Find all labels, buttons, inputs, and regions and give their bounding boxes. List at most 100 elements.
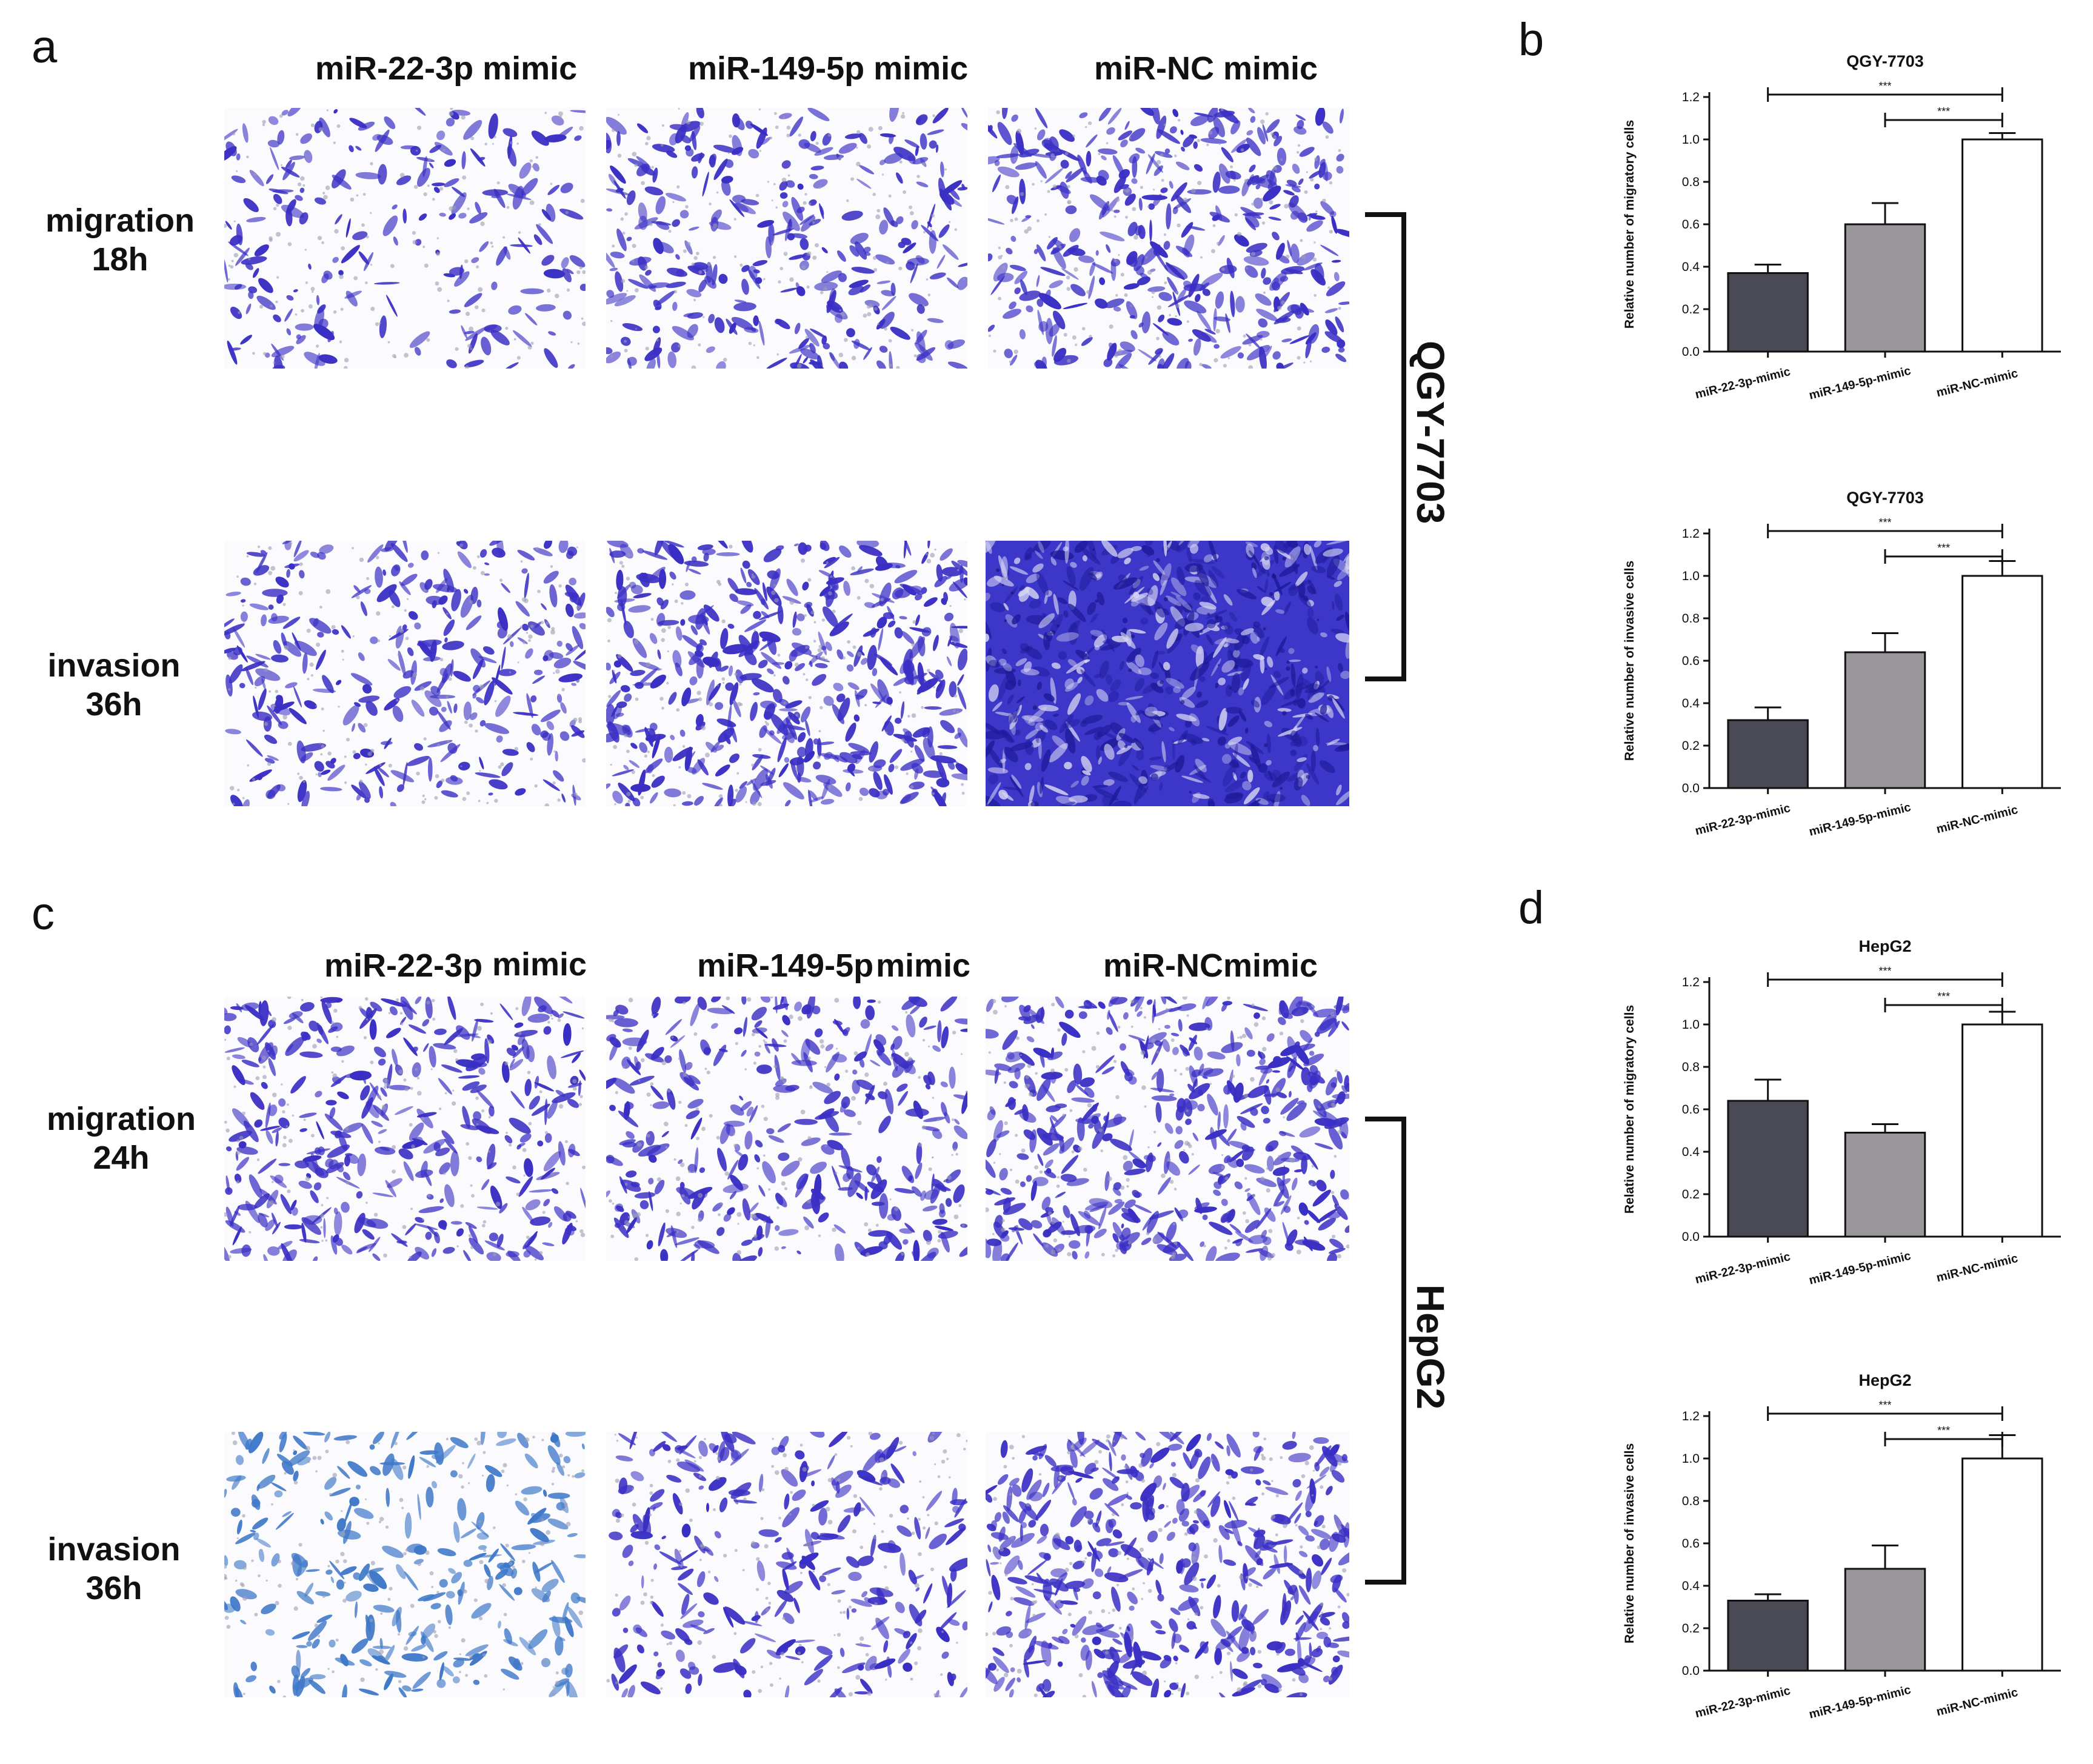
micrograph-texture — [986, 1432, 1349, 1697]
row-label-migration-top: migration 18h — [29, 201, 211, 279]
micrograph-texture — [986, 997, 1349, 1261]
bar — [1961, 1023, 2043, 1238]
micrograph-qgy-migration-mirnc — [988, 108, 1349, 369]
cell-line-label-qgy: QGY-7703 — [1409, 341, 1452, 524]
micrograph-texture — [606, 1432, 967, 1697]
significance-label: *** — [1937, 1425, 1950, 1437]
y-tick-label: 0.0 — [1682, 345, 1700, 359]
micrograph-texture — [224, 1432, 586, 1697]
significance-label: *** — [1878, 1399, 1891, 1411]
x-tick-label: miR-NC-mimic — [1935, 803, 2019, 837]
row-label-line1: migration — [45, 202, 195, 239]
chart-qgy-invasion: QGY-7703 Relative number of invasive cell… — [1623, 489, 2061, 839]
x-tick-label: miR-NC-mimic — [1935, 1252, 2019, 1285]
row-label-line2: 36h — [85, 686, 142, 723]
row-label-line2: 24h — [93, 1140, 150, 1176]
micrograph-hepg2-invasion-mir22 — [224, 1432, 586, 1697]
bar — [1844, 223, 1926, 353]
bracket-hepg2 — [1365, 1117, 1406, 1585]
y-tick-label: 0.4 — [1682, 697, 1700, 710]
y-tick-label: 1.0 — [1682, 569, 1700, 583]
y-axis-label: Relative number of migratory cells — [1623, 1005, 1637, 1214]
significance-label: *** — [1878, 516, 1891, 529]
y-tick-label: 0.2 — [1682, 739, 1700, 753]
panel-letter-b: b — [1518, 14, 1544, 65]
micrograph-texture — [606, 108, 967, 369]
y-axis-label: Relative number of invasive cells — [1623, 561, 1637, 761]
y-tick-label: 0.0 — [1682, 1664, 1700, 1678]
bar — [1961, 138, 2043, 353]
significance-label: *** — [1937, 105, 1950, 118]
x-tick-label: miR-149-5p-mimic — [1808, 364, 1912, 403]
row-label-line2: 18h — [92, 241, 149, 278]
panel-letter-a: a — [32, 21, 58, 73]
bar — [1727, 1100, 1809, 1238]
y-tick-label: 1.2 — [1682, 527, 1700, 541]
micrograph-hepg2-invasion-mir149 — [606, 1432, 967, 1697]
y-tick-label: 1.2 — [1682, 975, 1700, 989]
chart-title: QGY-7703 — [1846, 52, 1924, 70]
micrograph-hepg2-migration-mir22 — [224, 997, 586, 1261]
significance-label: *** — [1878, 80, 1891, 92]
panel-letter-c: c — [32, 888, 55, 940]
bar — [1844, 1132, 1926, 1238]
row-label-line1: migration — [46, 1101, 196, 1137]
y-tick-label: 0.8 — [1682, 175, 1700, 189]
significance-label: *** — [1937, 991, 1950, 1003]
micrograph-texture — [606, 541, 967, 806]
y-tick-label: 0.2 — [1682, 302, 1700, 316]
header-mirnc-bottom-b: mimic — [1223, 947, 1318, 984]
row-label-line2: 36h — [85, 1570, 142, 1606]
row-label-migration-bottom: migration 24h — [30, 1100, 212, 1177]
header-mirnc-bottom-a: miR-NC — [1103, 947, 1223, 984]
row-label-invasion-bottom: invasion 36h — [23, 1530, 205, 1608]
x-tick-label: miR-22-3p-mimic — [1694, 1250, 1792, 1286]
y-tick-label: 0.6 — [1682, 1537, 1700, 1551]
x-tick-label: miR-22-3p-mimic — [1694, 1684, 1792, 1720]
y-axis-label: Relative number of migratory cells — [1623, 120, 1637, 329]
y-tick-label: 0.6 — [1682, 1103, 1700, 1117]
micrograph-hepg2-invasion-mirnc — [986, 1432, 1349, 1697]
micrograph-qgy-migration-mir22 — [224, 108, 586, 369]
header-mirnc-top: miR-NC mimic — [1094, 50, 1318, 87]
micrograph-qgy-invasion-mir149 — [606, 541, 967, 806]
micrograph-texture — [224, 997, 586, 1261]
chart-title: HepG2 — [1858, 937, 1911, 955]
header-mir149-top: miR-149-5p mimic — [688, 50, 969, 87]
micrograph-qgy-migration-mir149 — [606, 108, 967, 369]
x-tick-label: miR-22-3p-mimic — [1694, 365, 1792, 401]
x-tick-label: miR-149-5p-mimic — [1808, 1683, 1912, 1722]
y-tick-label: 1.0 — [1682, 133, 1700, 147]
x-tick-label: miR-149-5p-mimic — [1808, 801, 1912, 839]
micrograph-texture — [224, 108, 586, 369]
micrograph-texture — [986, 541, 1349, 806]
x-tick-label: miR-NC-mimic — [1935, 1686, 2019, 1719]
micrograph-texture — [224, 541, 586, 806]
row-label-line1: invasion — [47, 647, 181, 684]
significance-label: *** — [1937, 542, 1950, 554]
bar — [1727, 272, 1809, 353]
y-tick-label: 0.4 — [1682, 1579, 1700, 1593]
y-tick-label: 0.0 — [1682, 781, 1700, 795]
y-tick-label: 0.6 — [1682, 218, 1700, 232]
cell-line-label-hepg2: HepG2 — [1409, 1284, 1452, 1410]
y-tick-label: 0.8 — [1682, 1494, 1700, 1508]
bar — [1727, 719, 1809, 789]
header-mir22-bottom-a: miR-22-3p — [324, 947, 483, 984]
y-tick-label: 1.2 — [1682, 1409, 1700, 1423]
y-tick-label: 0.0 — [1682, 1230, 1700, 1244]
bar — [1727, 1600, 1809, 1672]
micrograph-qgy-invasion-mirnc — [986, 541, 1349, 806]
chart-title: HepG2 — [1858, 1371, 1911, 1389]
bar — [1844, 651, 1926, 789]
micrograph-texture — [988, 108, 1349, 369]
y-tick-label: 1.0 — [1682, 1452, 1700, 1466]
x-tick-label: miR-149-5p-mimic — [1808, 1249, 1912, 1288]
panel-letter-d: d — [1518, 882, 1544, 934]
header-mir22-bottom-b: mimic — [492, 946, 587, 983]
chart-title: QGY-7703 — [1846, 489, 1924, 507]
y-tick-label: 0.8 — [1682, 1060, 1700, 1074]
y-tick-label: 1.2 — [1682, 90, 1700, 104]
row-label-line1: invasion — [47, 1531, 181, 1568]
bar — [1961, 1457, 2043, 1672]
